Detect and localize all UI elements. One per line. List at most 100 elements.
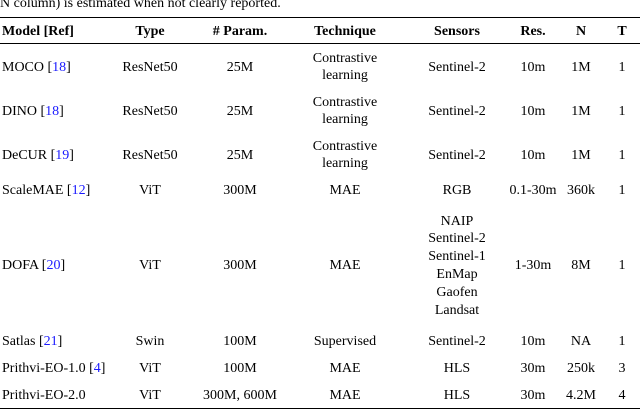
model-name: ] (66, 59, 71, 75)
model-name: Prithvi-EO-1.0 [ (2, 361, 94, 376)
cell-text: MAE (329, 388, 361, 403)
cell-text: 1 (618, 147, 626, 163)
model-name: Satlas [ (2, 334, 44, 349)
cell-text: RGB (442, 182, 472, 198)
citation: 19 (55, 147, 70, 163)
cell-text: Sentinel-2 (428, 59, 486, 75)
cell-text: Swin (135, 334, 165, 349)
cell-text: 1 (618, 258, 626, 273)
cell-text: 250k (567, 361, 595, 376)
cell-text: ViT (139, 182, 161, 198)
cell-text: ViT (139, 258, 161, 273)
header-cell: # Param. (212, 23, 268, 39)
cell-text: 25M (226, 147, 254, 163)
model-name: MOCO [ (2, 59, 53, 75)
cell-text: Contrastive (312, 50, 378, 66)
cell-text: MAE (329, 258, 361, 273)
cell-text: 1 (618, 182, 626, 198)
cell-text: ResNet50 (122, 103, 178, 119)
citation: 12 (71, 182, 86, 198)
cell-text: 0.1-30m (509, 182, 557, 198)
cell-text: 10m (520, 59, 546, 75)
cell-text: 300M (223, 182, 257, 198)
cell-text: 300M, 600M (203, 388, 277, 403)
header-cell: Model [Ref] (2, 23, 74, 39)
cell-text: 8M (571, 258, 591, 273)
header-cell: T (617, 23, 627, 39)
cell-text: NA (570, 334, 592, 349)
header-cell: Type (135, 23, 165, 39)
cell-text: ResNet50 (122, 147, 178, 163)
cell-text: learning (322, 156, 368, 172)
cell-text: 30m (520, 388, 546, 403)
model-name: ] (85, 182, 91, 198)
cell-text: 10m (520, 103, 546, 119)
model-name: ] (100, 361, 106, 376)
model-cell: ScaleMAE [12] (2, 182, 90, 199)
caption: N column) is estimated when not clearly … (0, 0, 281, 11)
cell-text: Landsat (434, 302, 480, 318)
citation: 4 (93, 361, 101, 376)
cell-text: 25M (226, 59, 254, 75)
cell-text: ViT (139, 388, 161, 403)
cell-text: ViT (139, 361, 161, 376)
model-name: DINO [ (2, 103, 46, 119)
cell-text: 3 (618, 361, 626, 376)
model-cell: Satlas [21] (2, 333, 62, 350)
cell-text: MAE (329, 361, 361, 376)
cell-text: Sentinel-2 (428, 103, 486, 119)
top-rule (0, 17, 640, 19)
bottom-rule (0, 408, 640, 410)
cell-text: learning (322, 68, 368, 84)
cell-text: Sentinel-2 (428, 147, 486, 163)
cell-text: EnMap (436, 266, 478, 282)
header-cell: Sensors (434, 23, 480, 39)
cell-text: 1 (618, 334, 626, 349)
model-cell: DeCUR [19] (2, 147, 74, 164)
model-cell: DOFA [20] (2, 257, 65, 274)
cell-text: Sentinel-1 (428, 249, 486, 265)
model-name: ] (59, 103, 64, 119)
cell-text: 25M (226, 103, 254, 119)
model-name: ] (60, 258, 66, 273)
model-name: DeCUR [ (2, 147, 56, 163)
citation: 21 (43, 334, 58, 349)
model-name: ] (69, 147, 74, 163)
citation: 20 (46, 258, 61, 273)
header-cell: N (575, 23, 587, 39)
header-rule (0, 43, 640, 44)
model-name: ScaleMAE [ (2, 182, 72, 198)
citation: 18 (52, 59, 67, 75)
cell-text: Contrastive (312, 94, 378, 110)
header-cell: Res. (520, 23, 546, 39)
model-cell: DINO [18] (2, 103, 64, 120)
cell-text: Sentinel-2 (428, 231, 486, 247)
model-name: ] (57, 334, 63, 349)
cell-text: 4 (618, 388, 626, 403)
cell-text: Contrastive (312, 138, 378, 154)
model-name: Prithvi-EO-2.0 (2, 388, 86, 403)
cell-text: 100M (223, 361, 257, 376)
cell-text: NAIP (440, 213, 474, 229)
citation: 18 (45, 103, 60, 119)
cell-text: MAE (329, 182, 361, 198)
model-cell: Prithvi-EO-2.0 (2, 387, 86, 404)
cell-text: 10m (520, 334, 546, 349)
cell-text: 4.2M (566, 388, 596, 403)
header-cell: Technique (314, 23, 376, 39)
cell-text: HLS (443, 361, 471, 376)
model-cell: Prithvi-EO-1.0 [4] (2, 360, 105, 377)
model-name: DOFA [ (2, 258, 47, 273)
cell-text: 1-30m (514, 258, 552, 273)
cell-text: learning (322, 112, 368, 128)
cell-text: Sentinel-2 (428, 334, 486, 349)
model-cell: MOCO [18] (2, 59, 71, 76)
cell-text: Supervised (313, 334, 377, 349)
cell-text: HLS (443, 388, 471, 403)
cell-text: 1 (618, 103, 626, 119)
cell-text: Gaofen (436, 284, 478, 300)
cell-text: 300M (223, 258, 257, 273)
cell-text: 1M (571, 103, 591, 119)
cell-text: 30m (520, 361, 546, 376)
